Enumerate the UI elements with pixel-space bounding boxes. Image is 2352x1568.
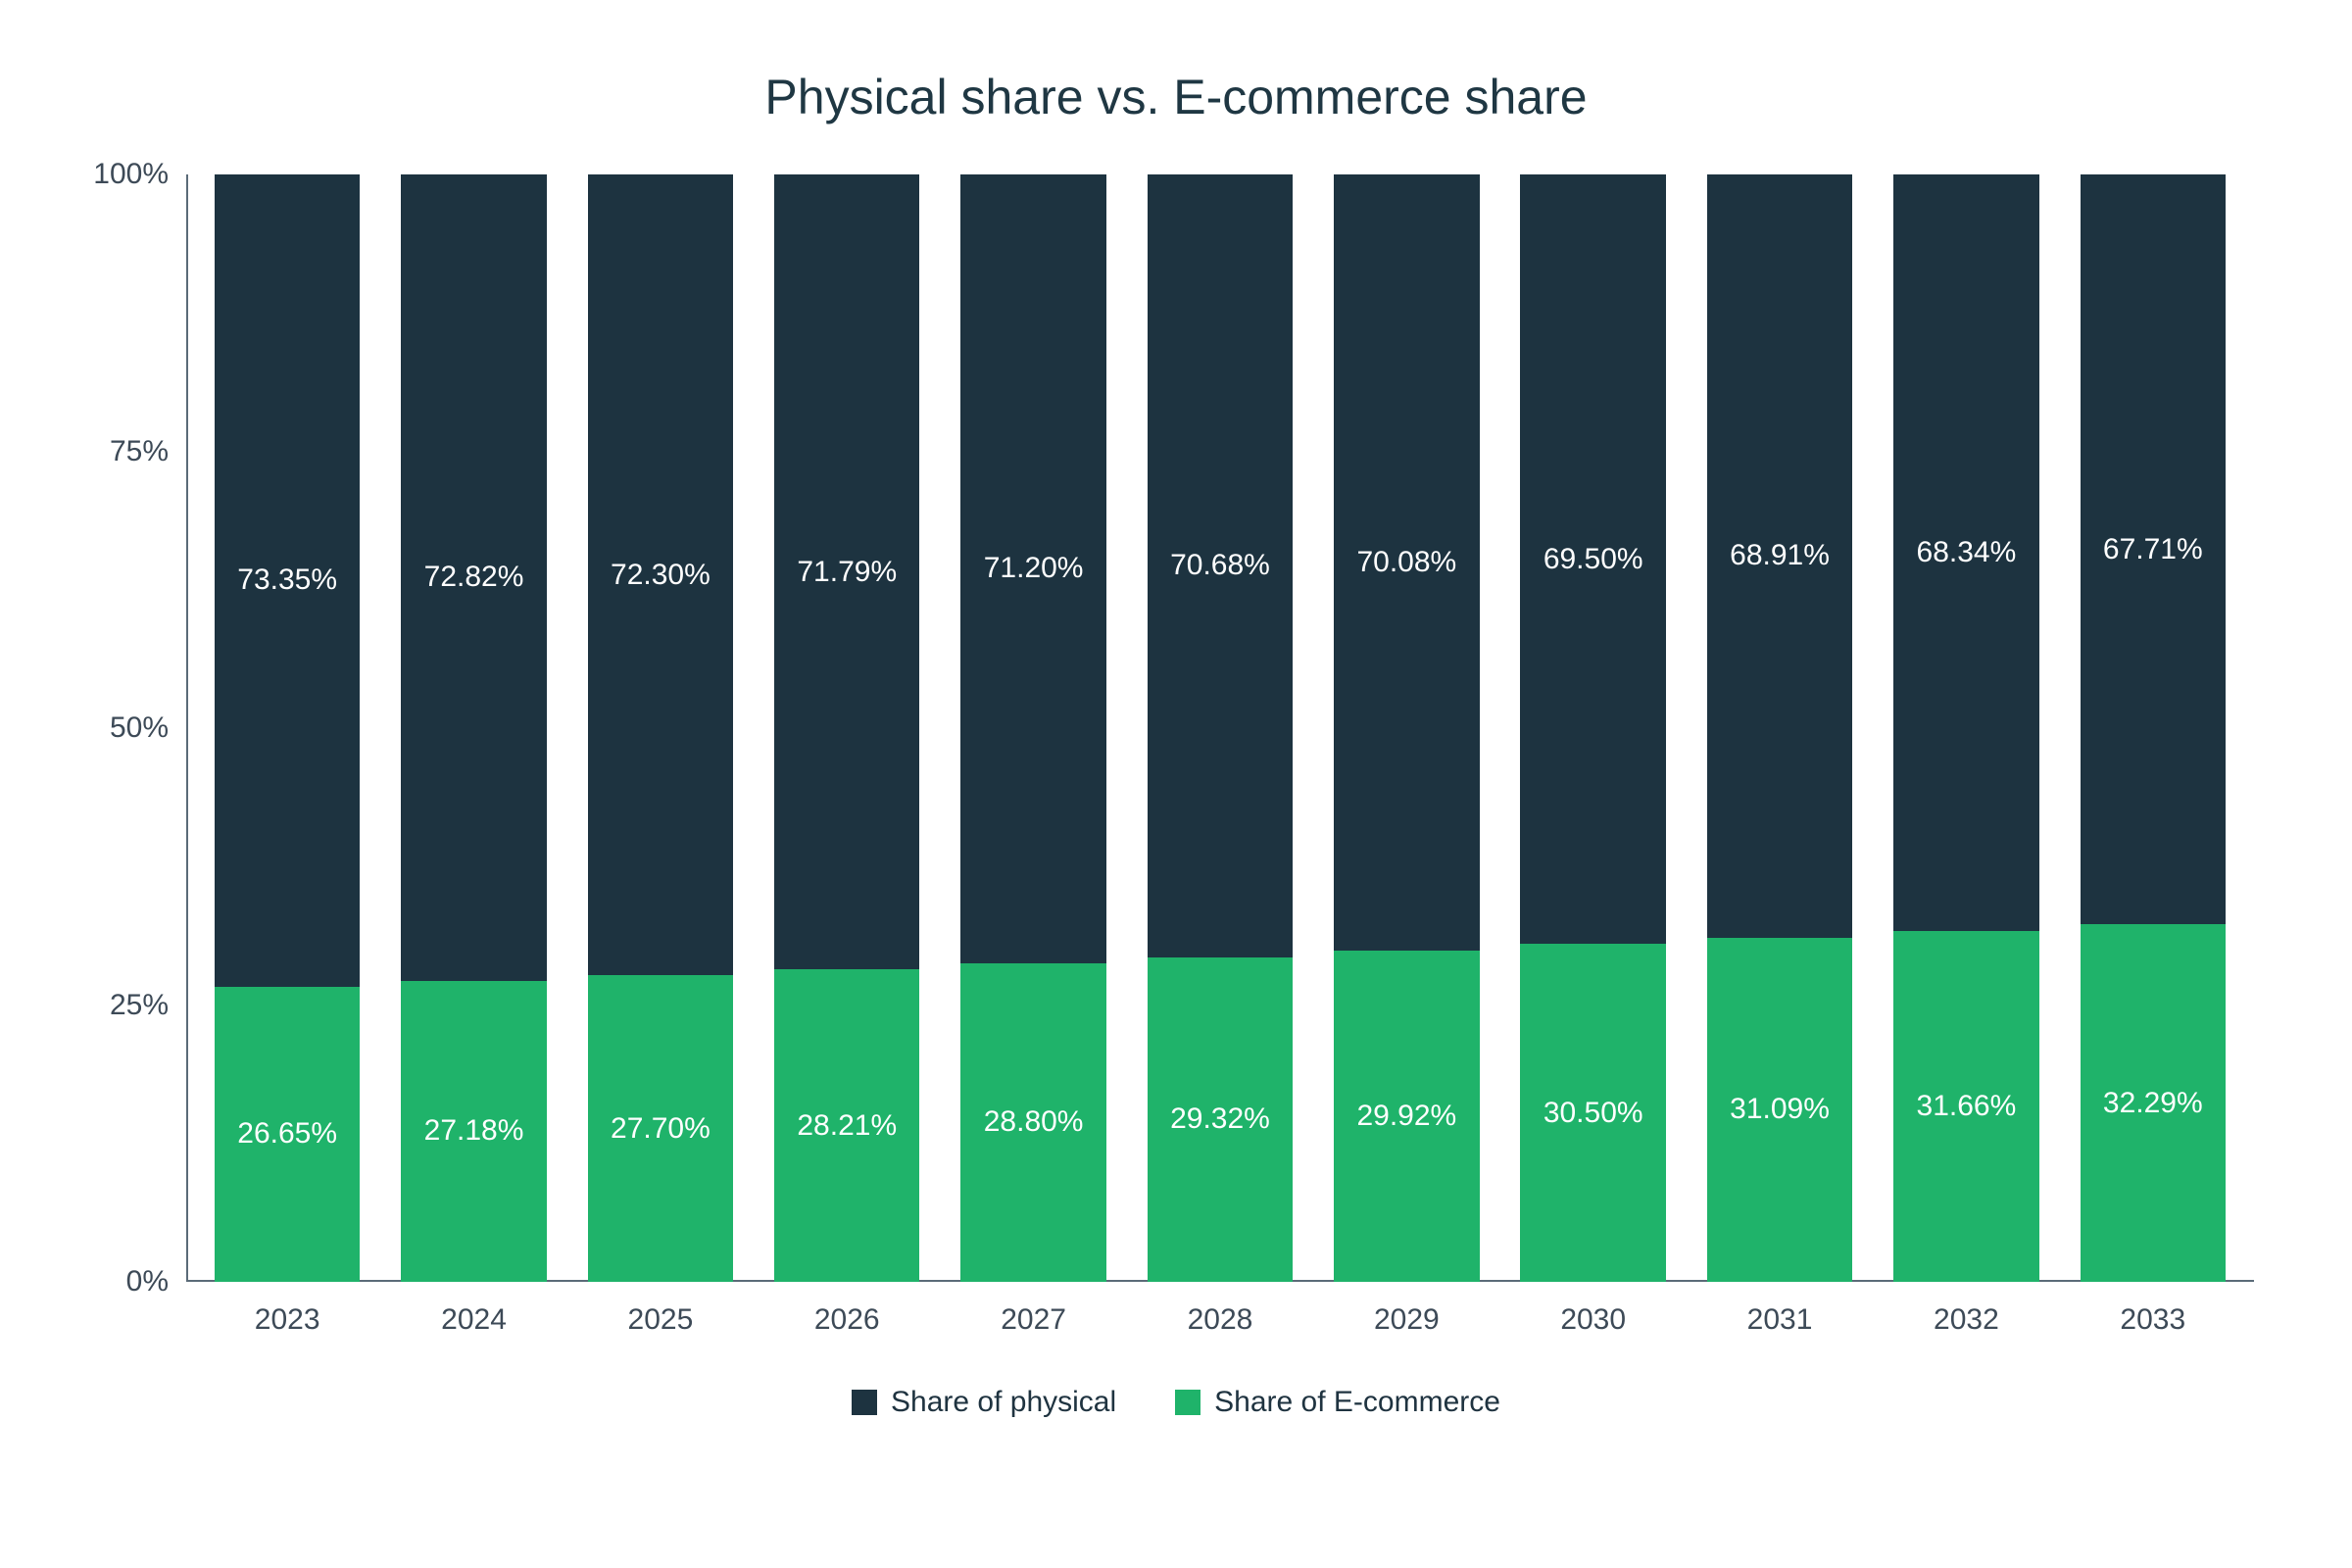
bar-segment-ecommerce: 27.70%: [588, 975, 733, 1282]
legend-item: Share of E-commerce: [1175, 1386, 1500, 1419]
bar-column: 69.50% 30.50%: [1520, 174, 1665, 1282]
bar-column: 68.34% 31.66%: [1893, 174, 2038, 1282]
bar-column: 71.20% 28.80%: [960, 174, 1105, 1282]
bar-segment-physical: 70.68%: [1148, 174, 1293, 957]
bar-segment-ecommerce: 32.29%: [2081, 924, 2226, 1282]
bar-segment-physical: 68.34%: [1893, 174, 2038, 931]
bar-column: 68.91% 31.09%: [1707, 174, 1852, 1282]
x-tick-label: 2029: [1334, 1303, 1479, 1337]
bar-segment-physical: 67.71%: [2081, 174, 2226, 924]
bar-segment-ecommerce-label: 31.66%: [1917, 1090, 2017, 1123]
bar-segment-physical: 72.30%: [588, 174, 733, 975]
bar-column: 73.35% 26.65%: [215, 174, 360, 1282]
bar-segment-ecommerce: 31.66%: [1893, 931, 2038, 1282]
bar-segment-ecommerce: 28.80%: [960, 963, 1105, 1282]
legend-item: Share of physical: [852, 1386, 1116, 1419]
chart-container: Physical share vs. E-commerce share 73.3…: [0, 0, 2352, 1568]
bar-segment-ecommerce: 28.21%: [774, 969, 919, 1282]
x-tick-label: 2031: [1707, 1303, 1852, 1337]
bar-segment-ecommerce-label: 28.80%: [984, 1105, 1084, 1139]
legend: Share of physical Share of E-commerce: [59, 1386, 2293, 1419]
bar-segment-ecommerce: 27.18%: [401, 981, 546, 1282]
bar-segment-ecommerce-label: 29.32%: [1170, 1102, 1270, 1136]
y-tick-label: 100%: [93, 158, 186, 191]
bars-group: 73.35% 26.65% 72.82% 27.18% 72.30% 27.70% 71.7…: [186, 174, 2254, 1282]
legend-label: Share of physical: [891, 1386, 1116, 1419]
bar-segment-physical-label: 68.91%: [1730, 539, 1830, 572]
bar-segment-physical-label: 68.34%: [1917, 536, 2017, 569]
bar-segment-ecommerce: 29.32%: [1148, 957, 1293, 1282]
bar-segment-ecommerce-label: 27.70%: [611, 1112, 710, 1146]
x-tick-label: 2027: [960, 1303, 1105, 1337]
x-tick-label: 2032: [1893, 1303, 2038, 1337]
legend-swatch: [1175, 1390, 1200, 1415]
bar-segment-ecommerce-label: 27.18%: [424, 1114, 524, 1148]
bar-segment-ecommerce-label: 28.21%: [797, 1109, 897, 1143]
bar-column: 72.30% 27.70%: [588, 174, 733, 1282]
bar-segment-physical: 69.50%: [1520, 174, 1665, 944]
bar-segment-ecommerce-label: 30.50%: [1544, 1097, 1643, 1130]
y-tick-label: 50%: [110, 711, 186, 745]
bar-column: 70.68% 29.32%: [1148, 174, 1293, 1282]
x-tick-labels: 2023 2024 2025 2026 2027 2028 2029 2030 2031 2032…: [186, 1303, 2254, 1337]
bar-segment-ecommerce: 30.50%: [1520, 944, 1665, 1282]
x-tick-label: 2026: [774, 1303, 919, 1337]
y-tick-label: 25%: [110, 989, 186, 1022]
bar-segment-physical-label: 72.82%: [424, 561, 524, 594]
bar-segment-physical-label: 73.35%: [237, 564, 337, 597]
bar-segment-ecommerce-label: 29.92%: [1356, 1100, 1456, 1133]
bar-segment-ecommerce: 29.92%: [1334, 951, 1479, 1282]
x-tick-label: 2023: [215, 1303, 360, 1337]
plot-area: 73.35% 26.65% 72.82% 27.18% 72.30% 27.70% 71.7…: [186, 174, 2254, 1282]
bar-segment-physical-label: 67.71%: [2103, 533, 2203, 566]
bar-segment-ecommerce-label: 26.65%: [237, 1117, 337, 1151]
x-tick-label: 2028: [1148, 1303, 1293, 1337]
bar-column: 70.08% 29.92%: [1334, 174, 1479, 1282]
bar-segment-physical: 73.35%: [215, 174, 360, 987]
bar-column: 72.82% 27.18%: [401, 174, 546, 1282]
x-tick-label: 2024: [401, 1303, 546, 1337]
bar-segment-physical-label: 72.30%: [611, 559, 710, 592]
bar-segment-physical-label: 71.20%: [984, 552, 1084, 585]
bar-segment-ecommerce-label: 31.09%: [1730, 1093, 1830, 1126]
bar-segment-ecommerce: 31.09%: [1707, 938, 1852, 1282]
bar-segment-physical-label: 71.79%: [797, 556, 897, 589]
x-tick-label: 2030: [1520, 1303, 1665, 1337]
bar-segment-physical-label: 70.08%: [1356, 546, 1456, 579]
bar-segment-ecommerce: 26.65%: [215, 987, 360, 1282]
bar-segment-physical: 71.20%: [960, 174, 1105, 963]
bar-segment-physical: 71.79%: [774, 174, 919, 969]
bar-column: 67.71% 32.29%: [2081, 174, 2226, 1282]
bar-segment-physical: 68.91%: [1707, 174, 1852, 938]
x-tick-label: 2033: [2081, 1303, 2226, 1337]
legend-swatch: [852, 1390, 877, 1415]
legend-label: Share of E-commerce: [1214, 1386, 1500, 1419]
bar-column: 71.79% 28.21%: [774, 174, 919, 1282]
bar-segment-physical-label: 70.68%: [1170, 549, 1270, 582]
chart-title: Physical share vs. E-commerce share: [59, 69, 2293, 125]
y-tick-label: 0%: [126, 1265, 186, 1298]
bar-segment-ecommerce-label: 32.29%: [2103, 1087, 2203, 1120]
x-tick-label: 2025: [588, 1303, 733, 1337]
bar-segment-physical: 70.08%: [1334, 174, 1479, 951]
bar-segment-physical-label: 69.50%: [1544, 543, 1643, 576]
y-tick-label: 75%: [110, 435, 186, 468]
bar-segment-physical: 72.82%: [401, 174, 546, 981]
